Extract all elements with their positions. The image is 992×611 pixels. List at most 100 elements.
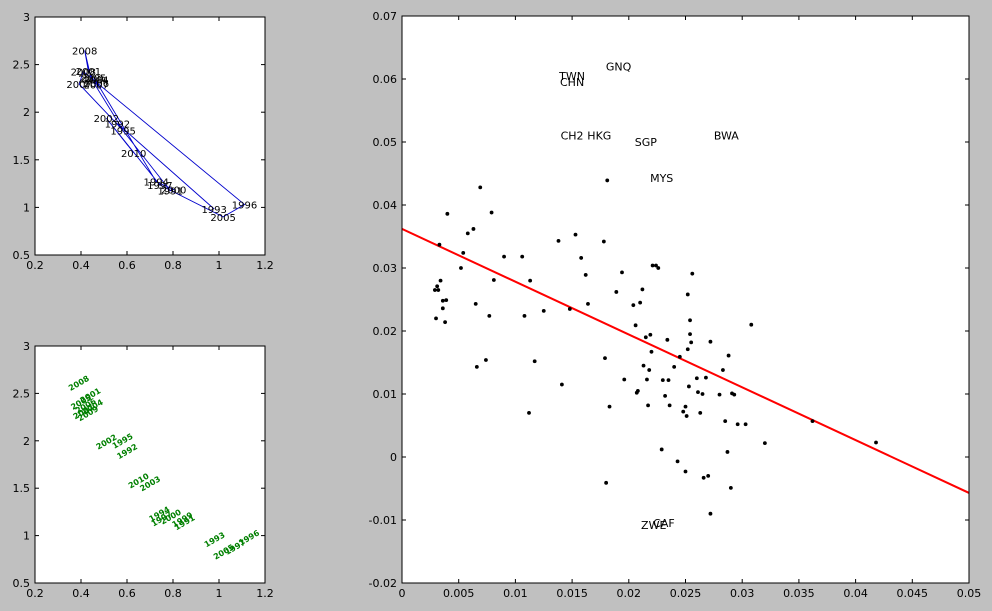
data-point	[645, 377, 649, 382]
year-label: 2002	[94, 114, 119, 125]
data-point	[556, 239, 561, 243]
data-point	[440, 306, 445, 311]
year-label: 1996	[232, 201, 257, 212]
y-tick-label: 2	[23, 106, 30, 119]
data-point	[520, 254, 525, 259]
year-label: 2000	[161, 186, 186, 197]
bottom-left-year-label-chart: 0.2 0.4 0.6 0.8 1 1.20.511.522.53200820012005…	[13, 340, 274, 600]
year-label: 2008	[71, 68, 96, 79]
data-point	[749, 322, 754, 327]
year-label: 1992	[105, 119, 130, 130]
axes-box	[34, 16, 266, 256]
data-point	[675, 459, 680, 464]
year-label: 1997	[147, 181, 172, 192]
x-tick-label: 0.4	[72, 259, 90, 272]
data-point	[435, 284, 440, 289]
data-point	[708, 511, 713, 516]
data-point	[648, 332, 653, 337]
data-point	[436, 288, 441, 292]
y-tick-label: 0.01	[373, 388, 398, 401]
year-label: 2005	[81, 73, 106, 84]
country-label: CAF	[653, 517, 675, 530]
data-point	[474, 365, 479, 369]
y-tick-label: 0.5	[13, 577, 31, 590]
fit-line	[402, 228, 969, 494]
data-point	[688, 318, 692, 323]
country-label: HKG	[587, 130, 611, 143]
data-point	[667, 403, 672, 408]
data-point	[461, 250, 466, 255]
x-tick-label: 1	[216, 259, 223, 272]
data-point	[527, 411, 531, 415]
y-tick-label: 2	[23, 435, 30, 448]
data-point	[622, 377, 627, 382]
data-point	[650, 263, 655, 268]
data-point	[484, 358, 488, 362]
data-point	[583, 273, 588, 277]
data-point	[656, 266, 661, 270]
x-tick-label: 0.04	[843, 587, 868, 600]
y-tick-label: 0.5	[13, 249, 31, 262]
x-tick-label: 0.8	[164, 259, 182, 272]
data-point	[704, 375, 708, 380]
plot-area	[35, 346, 265, 583]
data-point	[633, 323, 638, 328]
data-point	[717, 392, 722, 397]
x-tick-label: 1	[216, 587, 223, 600]
data-point	[687, 384, 691, 389]
data-point	[620, 270, 624, 275]
data-point	[440, 298, 445, 303]
year-label: 2010	[121, 149, 146, 160]
data-point	[706, 474, 711, 478]
data-point	[728, 485, 733, 490]
year-label: 2006	[84, 79, 109, 90]
data-point	[532, 359, 537, 364]
data-point	[685, 347, 690, 352]
data-point	[701, 475, 706, 480]
data-point	[444, 298, 449, 303]
x-tick-label: 0.8	[164, 587, 182, 600]
data-point	[681, 409, 686, 414]
data-point	[567, 307, 572, 311]
data-point	[459, 266, 463, 270]
x-tick-label: 0.005	[443, 587, 475, 600]
data-point	[641, 363, 646, 368]
data-point	[660, 378, 665, 383]
data-point	[643, 335, 648, 340]
plot-area	[402, 16, 969, 583]
x-tick-label: 0.01	[503, 587, 528, 600]
year-label: 1994	[143, 178, 168, 189]
data-point	[638, 300, 643, 305]
plot-content: 1993199219912000199420052004200620072001…	[66, 46, 257, 224]
y-tick-label: 0.04	[373, 199, 398, 212]
data-point	[434, 316, 438, 321]
y-tick-label: 1	[23, 530, 30, 543]
data-point	[471, 227, 476, 231]
data-point	[689, 340, 694, 345]
y-tick-label: 2.5	[13, 59, 31, 72]
axes-box	[401, 15, 970, 584]
data-point	[685, 292, 690, 297]
x-tick-label: 0.2	[26, 587, 44, 600]
x-tick-label: 0.03	[730, 587, 755, 600]
data-point	[604, 480, 609, 485]
year-label: 1991	[158, 187, 183, 198]
data-point	[723, 419, 728, 423]
x-tick-label: 0.02	[617, 587, 642, 600]
x-tick-label: 0.015	[556, 587, 588, 600]
data-point	[688, 332, 692, 337]
data-point	[465, 231, 470, 236]
data-point	[614, 290, 619, 294]
data-point	[603, 356, 607, 360]
data-point	[473, 302, 478, 306]
data-point	[694, 376, 699, 381]
data-point	[730, 391, 734, 396]
data-point	[725, 450, 730, 454]
data-point	[683, 469, 688, 474]
x-tick-label: 0.035	[783, 587, 815, 600]
data-point	[487, 313, 492, 318]
y-tick-label: 0.03	[373, 262, 398, 275]
y-tick-label: 0.06	[373, 73, 398, 86]
data-point	[438, 278, 443, 283]
